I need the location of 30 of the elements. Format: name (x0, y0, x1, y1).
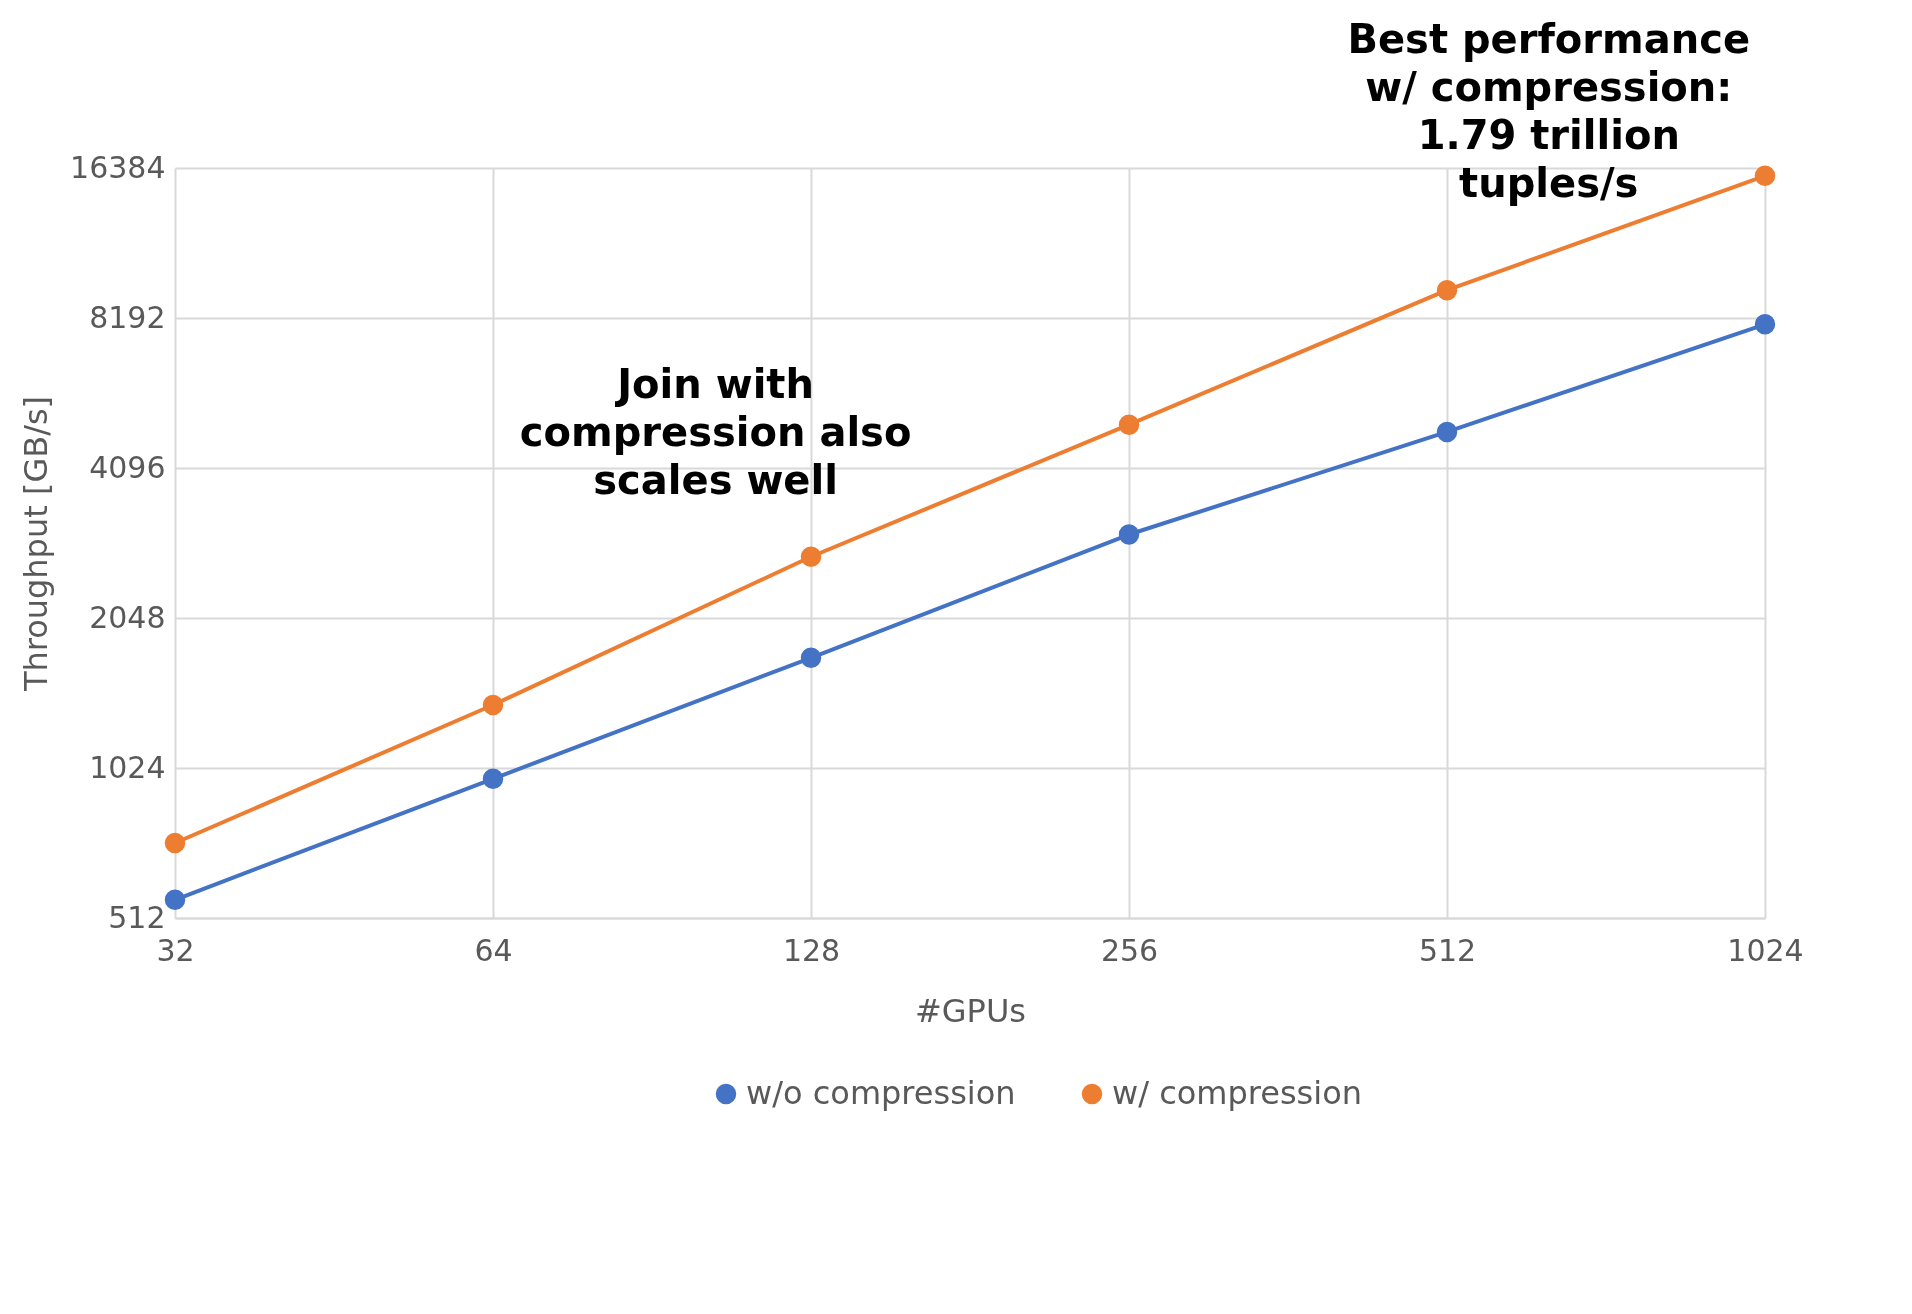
point (1436, 279, 1458, 301)
y-axis-title: Throughput [GB/s] (17, 395, 56, 693)
x-tick-label: 64 (474, 932, 513, 968)
x-tick-label: 32 (156, 932, 195, 968)
point (800, 546, 822, 567)
point (482, 694, 504, 716)
point (164, 889, 186, 910)
y-tick-label: 1024 (89, 749, 166, 785)
point (1754, 314, 1776, 335)
x-tick-label: 512 (1418, 932, 1477, 968)
y-tick-label: 8192 (89, 299, 166, 335)
y-tick-label: 16384 (70, 149, 166, 185)
legend-label: w/o compression (746, 1074, 1016, 1112)
y-tick-label: 2048 (89, 599, 166, 635)
annotation: Best performance w/ compression: 1.79 trillion tuples/s (1347, 15, 1751, 206)
x-axis-title: #GPUs (915, 991, 1026, 1030)
point (1436, 421, 1458, 443)
point (1118, 414, 1140, 435)
point (164, 832, 186, 854)
point (482, 768, 504, 790)
point (800, 647, 822, 669)
y-tick-label: 512 (108, 899, 166, 935)
legend-label: w/ compression (1112, 1074, 1363, 1112)
annotation: Join with compression also scales well (519, 360, 912, 503)
point (1754, 165, 1776, 187)
x-tick-label: 1024 (1727, 932, 1804, 968)
x-tick-label: 256 (1100, 932, 1159, 968)
point (1118, 524, 1140, 545)
x-tick-label: 128 (782, 932, 841, 968)
y-tick-label: 4096 (89, 449, 166, 485)
